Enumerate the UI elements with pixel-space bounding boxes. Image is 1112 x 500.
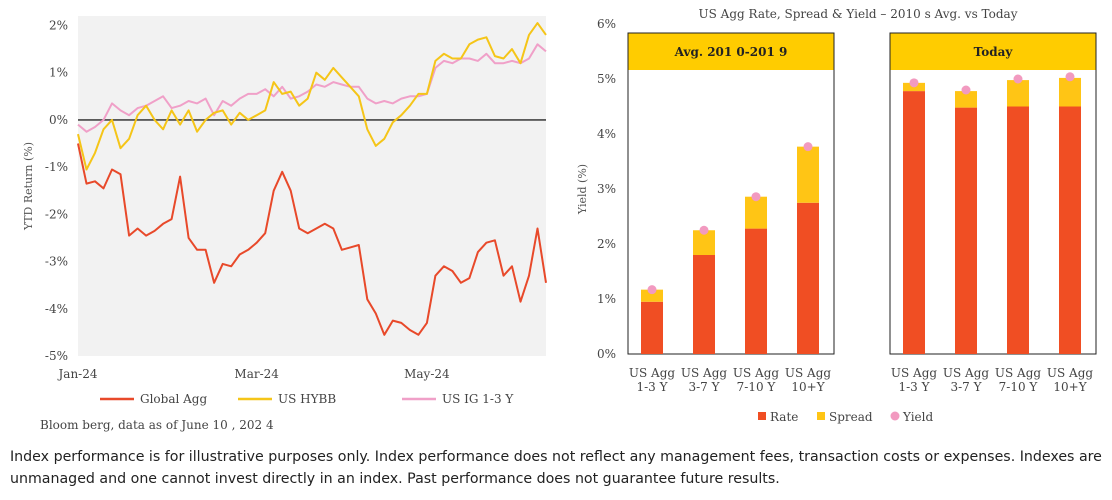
legend-swatch [758, 412, 766, 420]
category-label: US Agg [891, 366, 937, 380]
spread-bar [797, 146, 819, 203]
category-label: 10+Y [1053, 380, 1087, 394]
source-note: Bloom berg, data as of June 10 , 202 4 [40, 418, 274, 432]
category-label: 7-10 Y [737, 380, 777, 394]
us-agg-yield-bar-chart: US Agg Rate, Spread & Yield – 2010 s Avg… [576, 7, 1097, 424]
legend-swatch [817, 412, 825, 420]
rate-bar [1059, 106, 1081, 354]
category-label: US Agg [785, 366, 831, 380]
y-axis-label: Yield (%) [576, 164, 589, 215]
category-label: 3-7 Y [688, 380, 720, 394]
panel-header [628, 33, 834, 70]
legend-label: Rate [770, 410, 798, 424]
y-tick-label: -2% [45, 207, 68, 221]
spread-bar [1007, 80, 1029, 107]
legend-label: US HYBB [278, 392, 336, 406]
panel-header-label: Today [974, 45, 1014, 59]
panel-frame [627, 32, 835, 355]
y-tick-label: -3% [45, 255, 68, 269]
category-label: US Agg [681, 366, 727, 380]
category-label: US Agg [629, 366, 675, 380]
yield-marker [699, 225, 709, 235]
legend-label: US IG 1-3 Y [442, 392, 514, 406]
category-label: 3-7 Y [950, 380, 982, 394]
y-tick-label: 3% [597, 182, 616, 196]
yield-marker [647, 285, 657, 295]
category-label: US Agg [1047, 366, 1093, 380]
y-tick-label: 1% [597, 292, 616, 306]
disclaimer-text: Index performance is for illustrative pu… [10, 449, 1102, 487]
category-label: US Agg [943, 366, 989, 380]
category-label: 10+Y [791, 380, 825, 394]
category-label: 1-3 Y [636, 380, 668, 394]
rate-bar [693, 255, 715, 354]
category-label: US Agg [995, 366, 1041, 380]
legend-label: Global Agg [140, 392, 207, 406]
y-tick-label: -5% [45, 349, 68, 363]
y-tick-label: 4% [597, 127, 616, 141]
yield-marker [1065, 72, 1075, 82]
y-tick-label: 2% [49, 18, 68, 32]
panel-frame [889, 32, 1097, 355]
rate-bar [797, 202, 819, 354]
rate-bar [641, 301, 663, 354]
y-tick-label: 5% [597, 72, 616, 86]
yield-marker [751, 192, 761, 202]
rate-bar [1007, 106, 1029, 354]
rate-bar [745, 228, 767, 354]
panel-header [890, 33, 1096, 70]
spread-bar [745, 196, 767, 229]
spread-bar [693, 230, 715, 255]
series-line-us-hybb [77, 22, 547, 171]
legend-label: Spread [829, 410, 873, 424]
y-tick-label: 0% [597, 347, 616, 361]
spread-bar [955, 91, 977, 108]
rate-bar [903, 91, 925, 354]
y-tick-label: 1% [49, 66, 68, 80]
y-tick-label: -4% [45, 302, 68, 316]
yield-marker [1013, 74, 1023, 84]
y-tick-label: -1% [45, 160, 68, 174]
y-tick-label: 2% [597, 237, 616, 251]
chart-title: US Agg Rate, Spread & Yield – 2010 s Avg… [699, 7, 1018, 21]
x-tick-label: Mar-24 [234, 367, 279, 381]
yield-marker [803, 142, 813, 152]
yield-marker [909, 78, 919, 88]
plot-area [78, 16, 546, 356]
yield-marker [961, 85, 971, 95]
ytd-return-line-chart: 2% 1% 0% -1% -2% -3% -4% -5% Jan-24 Mar-24 May-24 Y… [22, 16, 547, 432]
x-tick-label: May-24 [404, 367, 450, 381]
category-label: 7-10 Y [999, 380, 1039, 394]
panel-header-label: Avg. 201 0-201 9 [674, 45, 788, 59]
y-tick-label: 0% [49, 113, 68, 127]
spread-bar [1059, 77, 1081, 107]
legend-swatch [890, 411, 900, 421]
category-label: US Agg [733, 366, 779, 380]
series-line-global-agg [77, 143, 547, 336]
y-axis-label: YTD Return (%) [22, 142, 35, 231]
category-label: 1-3 Y [898, 380, 930, 394]
spread-bar [641, 289, 663, 302]
rate-bar [955, 107, 977, 354]
x-tick-label: Jan-24 [56, 367, 97, 381]
y-tick-label: 6% [597, 17, 616, 31]
legend-label: Yield [902, 410, 933, 424]
